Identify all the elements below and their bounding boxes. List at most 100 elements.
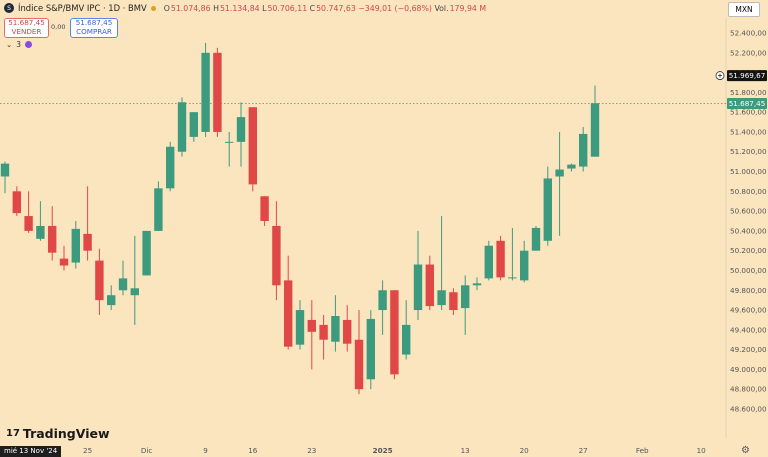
y-tick-label: 49.400,00 bbox=[730, 325, 767, 334]
y-tick-label: 50.200,00 bbox=[730, 246, 767, 255]
x-tick-label: 27 bbox=[579, 446, 588, 455]
indicators-count: 3 bbox=[16, 40, 22, 49]
x-tick-label: 25 bbox=[83, 446, 92, 455]
y-tick-label: 49.000,00 bbox=[730, 365, 767, 374]
buy-price: 51.687,45 bbox=[75, 18, 113, 28]
chart-header: S Índice S&P/BMV IPC · 1D · BMV O51.074,… bbox=[0, 0, 486, 16]
candle-body bbox=[579, 133, 588, 167]
candle-body bbox=[425, 264, 434, 307]
candle-body bbox=[413, 264, 423, 311]
y-tick-label: 51.600,00 bbox=[730, 108, 767, 117]
crosshair-price-box bbox=[727, 70, 767, 82]
y-tick-label: 51.800,00 bbox=[730, 88, 767, 97]
candle-body bbox=[402, 324, 411, 355]
candle-body bbox=[284, 280, 293, 347]
candle-body bbox=[295, 310, 305, 345]
candle-body bbox=[48, 225, 57, 253]
y-tick-label: 50.800,00 bbox=[730, 187, 767, 196]
candle-body bbox=[71, 228, 80, 263]
candle-body bbox=[354, 339, 364, 390]
x-tick-label: Dic bbox=[141, 446, 153, 455]
candle-body bbox=[531, 227, 541, 251]
sell-label: VENDER bbox=[11, 27, 42, 36]
symbol-title[interactable]: Índice S&P/BMV IPC · 1D · BMV bbox=[18, 3, 147, 13]
symbol-logo-icon: S bbox=[4, 3, 14, 13]
y-tick-label: 50.400,00 bbox=[730, 226, 767, 235]
x-tick-label: Feb bbox=[636, 446, 649, 455]
x-tick-label: 9 bbox=[203, 446, 208, 455]
candle-body bbox=[555, 169, 564, 177]
crosshair-date-label: mié 13 Nov '24 bbox=[0, 446, 62, 457]
x-tick-label: 10 bbox=[697, 446, 707, 455]
spread-value: 0,00 bbox=[51, 23, 66, 31]
candle-body bbox=[390, 290, 399, 375]
candle-body bbox=[130, 288, 139, 296]
candle-body bbox=[59, 258, 69, 266]
candle-body bbox=[272, 225, 281, 286]
y-tick-label: 52.400,00 bbox=[730, 29, 767, 38]
candle-body bbox=[166, 146, 175, 189]
candle-body bbox=[449, 292, 458, 311]
candle-body bbox=[236, 117, 246, 142]
x-tick-label: 20 bbox=[520, 446, 530, 455]
currency-selector[interactable]: MXN bbox=[728, 2, 760, 17]
crosshair-price-label: 51.969,67 bbox=[729, 71, 766, 80]
candle-body bbox=[24, 216, 33, 231]
indicator-icon bbox=[25, 41, 33, 48]
candle-body bbox=[12, 191, 21, 214]
tradingview-logo[interactable]: 17 TradingView bbox=[6, 426, 110, 441]
chevron-down-icon: ⌄ bbox=[6, 40, 13, 49]
candle-body bbox=[543, 178, 552, 241]
candle-body bbox=[154, 188, 163, 231]
candle-body bbox=[567, 164, 576, 169]
candle-body bbox=[319, 324, 328, 340]
gear-icon[interactable]: ⚙ bbox=[741, 445, 750, 456]
brand-name: TradingView bbox=[22, 426, 110, 441]
x-tick-label: 2025 bbox=[373, 446, 393, 455]
candle-body bbox=[213, 52, 222, 132]
x-tick-label: 23 bbox=[307, 446, 316, 455]
candle-body bbox=[590, 103, 600, 157]
y-tick-label: 49.800,00 bbox=[730, 286, 767, 295]
candle-body bbox=[201, 52, 210, 132]
indicators-toggle[interactable]: ⌄ 3 bbox=[6, 40, 33, 49]
candle-body bbox=[331, 315, 340, 342]
buy-label: COMPRAR bbox=[76, 27, 112, 36]
y-tick-label: 51.000,00 bbox=[730, 167, 767, 176]
candle-body bbox=[307, 319, 316, 332]
candle-body bbox=[118, 278, 128, 291]
candle-body bbox=[260, 196, 269, 221]
y-tick-label: 49.200,00 bbox=[730, 345, 767, 354]
candle-body bbox=[36, 225, 45, 239]
candle-body bbox=[496, 240, 505, 278]
y-tick-label: 50.600,00 bbox=[730, 207, 767, 216]
sell-button[interactable]: 51.687,45 VENDER bbox=[4, 18, 49, 38]
candle-body bbox=[95, 260, 104, 301]
y-tick-label: 48.800,00 bbox=[730, 385, 767, 394]
candle-body bbox=[142, 230, 151, 276]
ohlc-readout: O51.074,86 H51.134,84 L50.706,11 C50.747… bbox=[163, 3, 487, 13]
y-tick-label: 49.600,00 bbox=[730, 306, 767, 315]
candle-body bbox=[508, 277, 517, 279]
y-tick-label: 52.200,00 bbox=[730, 48, 767, 57]
sell-price: 51.687,45 bbox=[8, 18, 45, 28]
tradingview-mark-icon: 17 bbox=[6, 428, 20, 439]
candle-body bbox=[366, 318, 375, 380]
last-price-box bbox=[727, 98, 767, 110]
x-tick-label: 16 bbox=[248, 446, 258, 455]
buy-button[interactable]: 51.687,45 COMPRAR bbox=[70, 18, 118, 38]
candle-body bbox=[484, 245, 493, 279]
candle-body bbox=[461, 285, 470, 309]
y-tick-label: 50.000,00 bbox=[730, 266, 767, 275]
candle-body bbox=[520, 250, 529, 281]
last-price-label: 51.687,45 bbox=[729, 99, 766, 108]
x-tick-label: 13 bbox=[461, 446, 470, 455]
y-tick-label: 51.400,00 bbox=[730, 127, 767, 136]
candle-body bbox=[378, 290, 387, 311]
candle-body bbox=[248, 107, 257, 185]
candle-body bbox=[472, 283, 482, 286]
candle-body bbox=[189, 112, 198, 137]
candle-body bbox=[107, 295, 116, 306]
candle-body bbox=[225, 141, 234, 143]
